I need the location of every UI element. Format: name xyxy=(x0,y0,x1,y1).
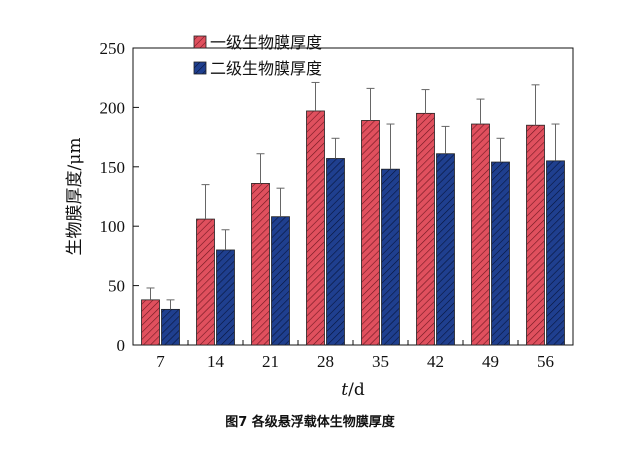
bar-2 xyxy=(381,168,400,346)
y-tick-label: 0 xyxy=(117,336,126,355)
bar-1 xyxy=(361,120,380,346)
x-tick-label: 49 xyxy=(482,352,499,371)
y-tick-label: 250 xyxy=(100,39,126,58)
x-axis-title: t/d xyxy=(341,380,365,400)
x-tick-label: 21 xyxy=(262,352,279,371)
x-tick-label: 42 xyxy=(427,352,444,371)
x-tick-label: 28 xyxy=(317,352,334,371)
figure-caption: 图7 各级悬浮载体生物膜厚度 xyxy=(225,415,395,430)
bar-2 xyxy=(436,153,455,346)
bar-1 xyxy=(196,218,215,346)
bar-2 xyxy=(326,158,345,346)
plot-area: 0 50 100 150 200 250 生物膜厚度/μm 7 14 21 28 35 42 49 56 t/… xyxy=(65,39,574,400)
bar-2 xyxy=(546,160,565,346)
y-tick-label: 200 xyxy=(100,98,126,117)
y-axis-title: 生物膜厚度/μm xyxy=(65,138,85,256)
x-axis-unit: /d xyxy=(348,380,365,400)
x-tick-label: 7 xyxy=(156,352,165,371)
bar-2 xyxy=(271,216,290,346)
legend-label-1: 一级生物膜厚度 xyxy=(210,33,322,52)
bar-chart: 0 50 100 150 200 250 生物膜厚度/μm 7 14 21 28 35 42 49 56 t/… xyxy=(65,33,574,400)
bar-1 xyxy=(471,123,490,346)
bar-2 xyxy=(216,249,235,346)
bar-2 xyxy=(491,161,510,346)
legend-swatch-2 xyxy=(193,61,207,75)
y-tick-label: 100 xyxy=(100,217,126,236)
legend-label-2: 二级生物膜厚度 xyxy=(210,59,322,78)
y-tick-label: 150 xyxy=(100,158,126,177)
bar-1 xyxy=(251,183,270,346)
bar-2 xyxy=(161,308,180,346)
x-tick-label: 14 xyxy=(207,352,225,371)
legend-swatch-1 xyxy=(193,35,207,49)
x-tick-label: 56 xyxy=(537,352,554,371)
bar-1 xyxy=(306,110,325,346)
bar-1 xyxy=(141,299,160,346)
y-tick-label: 50 xyxy=(108,277,125,296)
bar-1 xyxy=(416,112,435,346)
bar-1 xyxy=(526,124,545,346)
x-axis-variable: t xyxy=(341,380,348,400)
x-tick-label: 35 xyxy=(372,352,389,371)
